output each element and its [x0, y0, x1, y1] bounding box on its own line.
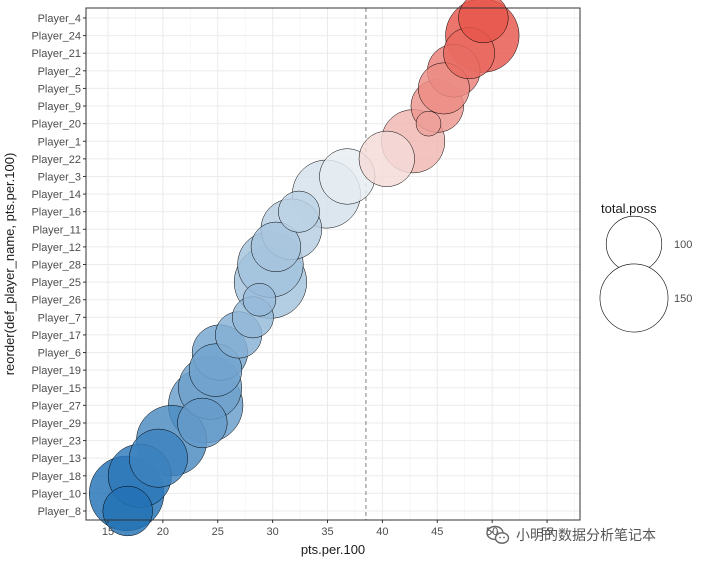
- point-player-22: [358, 130, 415, 187]
- size-legend: total.poss 100 150: [599, 201, 692, 333]
- y-tick-label: Player_8: [38, 506, 81, 518]
- watermark: 小明的数据分析笔记本: [486, 524, 656, 546]
- point-player-12: [250, 221, 302, 273]
- point-player-20: [415, 110, 442, 137]
- y-tick-label: Player_2: [38, 66, 81, 78]
- x-tick-label: 20: [157, 526, 169, 538]
- y-tick-label: Player_25: [31, 277, 81, 289]
- x-tick-label: 30: [266, 526, 278, 538]
- y-tick-label: Player_7: [38, 312, 81, 324]
- legend-label-100: 100: [674, 239, 692, 251]
- x-axis-title: pts.per.100: [301, 542, 365, 557]
- y-tick-label: Player_20: [31, 119, 81, 131]
- points-layer: [89, 0, 520, 537]
- point-player-29: [177, 397, 228, 449]
- y-tick-label: Player_12: [31, 242, 81, 254]
- y-tick-label: Player_23: [31, 436, 81, 448]
- legend-key-100: [605, 215, 663, 273]
- point-player-26: [242, 283, 277, 317]
- y-tick-label: Player_26: [31, 295, 81, 307]
- point-player-4: [458, 0, 509, 44]
- y-tick-label: Player_16: [31, 207, 81, 219]
- point-player-8: [102, 485, 153, 537]
- y-tick-label: Player_14: [31, 189, 81, 201]
- y-tick-label: Player_15: [31, 383, 81, 395]
- legend-label-150: 150: [674, 293, 692, 305]
- legend-title: total.poss: [601, 201, 657, 216]
- y-tick-label: Player_1: [38, 136, 81, 148]
- y-tick-label: Player_11: [32, 224, 81, 236]
- x-tick-label: 45: [431, 526, 443, 538]
- x-tick-label: 55: [541, 526, 553, 538]
- legend-items: 100 150: [599, 215, 692, 333]
- y-tick-label: Player_28: [31, 260, 81, 272]
- y-tick-label: Player_6: [38, 348, 81, 360]
- y-tick-label: Player_10: [31, 488, 81, 500]
- y-tick-label: Player_4: [38, 13, 81, 25]
- y-tick-label: Player_22: [31, 154, 81, 166]
- watermark-text: 小明的数据分析笔记本: [516, 528, 656, 544]
- point-player-19: [188, 343, 243, 397]
- y-tick-label: Player_13: [31, 453, 81, 465]
- x-tick-label: 25: [212, 526, 224, 538]
- x-tick-label: 40: [376, 526, 388, 538]
- legend-key-150: [599, 263, 669, 333]
- y-tick-label: Player_17: [31, 330, 81, 342]
- y-tick-label: Player_5: [38, 83, 81, 95]
- y-axis-title: reorder(def_player_name, pts.per.100): [2, 153, 17, 376]
- y-tick-label: Player_24: [31, 31, 81, 43]
- y-tick-label: Player_9: [38, 101, 81, 113]
- x-tick-label: 15: [102, 526, 114, 538]
- point-player-13: [129, 428, 188, 488]
- y-axis: Player_8 Player_10 Player_18 Player_13 Playe…: [31, 13, 86, 518]
- point-player-16: [278, 190, 320, 233]
- y-tick-label: Player_27: [31, 400, 81, 412]
- y-tick-label: Player_21: [31, 48, 81, 60]
- y-tick-label: Player_19: [31, 365, 81, 377]
- x-tick-label: 35: [321, 526, 333, 538]
- wechat-icon: [486, 525, 510, 544]
- y-tick-label: Player_18: [31, 471, 81, 483]
- y-tick-label: Player_3: [38, 171, 81, 183]
- y-tick-label: Player_29: [31, 418, 81, 430]
